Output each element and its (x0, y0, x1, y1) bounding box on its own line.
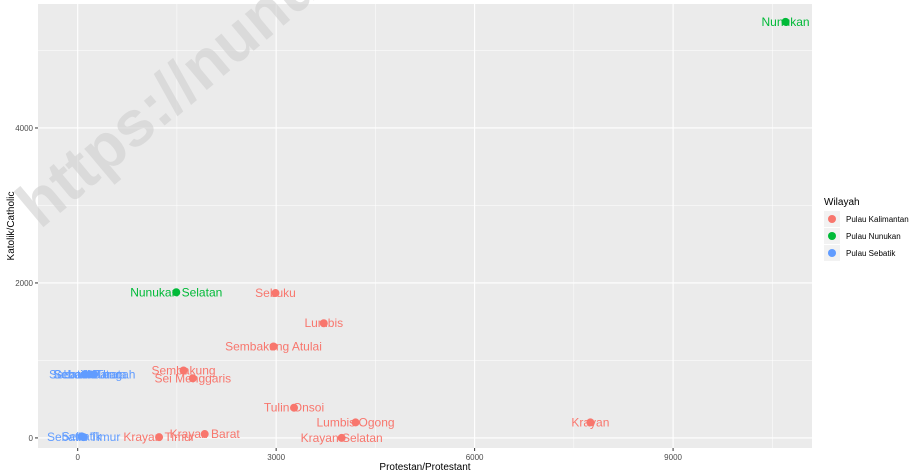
x-tick-label: 6000 (466, 453, 484, 462)
data-point (188, 374, 197, 383)
data-points (77, 17, 790, 442)
x-tick-label: 3000 (267, 453, 285, 462)
point-label: Lumbis Ogong (317, 415, 395, 429)
data-point (319, 319, 328, 328)
x-axis-ticks: 0 3000 6000 9000 (75, 448, 683, 462)
y-axis-ticks: 0 2000 4000 (15, 124, 38, 443)
data-point (200, 430, 209, 439)
data-point (337, 433, 346, 442)
y-tick-label: 2000 (15, 279, 33, 288)
point-label: Sebatik Tengah (53, 367, 136, 381)
data-point (155, 433, 164, 442)
data-point (351, 418, 360, 427)
legend-swatch (828, 215, 836, 223)
point-label: Krayan (571, 415, 609, 429)
x-axis-label: Protestan/Protestant (379, 462, 470, 473)
data-point (179, 366, 188, 375)
point-label: Krayan Timur (123, 430, 194, 444)
y-tick-label: 0 (29, 434, 34, 443)
y-tick-label: 4000 (15, 124, 33, 133)
data-point (269, 342, 278, 351)
data-point (586, 418, 595, 427)
x-tick-label: 9000 (664, 453, 682, 462)
point-label: Sebatik (62, 429, 103, 443)
y-axis-label: Katolik/Catholic (6, 192, 17, 261)
point-label: Nunukan Selatan (130, 285, 222, 299)
legend-swatch (828, 232, 836, 240)
legend-swatch (828, 249, 836, 257)
data-point (86, 370, 95, 379)
point-label: Sei Menggaris (154, 371, 231, 385)
legend-label: Pulau Nunukan (846, 232, 901, 241)
data-point (290, 403, 299, 412)
x-tick-label: 0 (75, 453, 80, 462)
data-point (79, 433, 88, 442)
point-label: Sembakung Atulai (225, 339, 322, 353)
point-label: Krayan Selatan (301, 431, 383, 445)
point-label: Krayan Barat (170, 427, 241, 441)
point-label: Nunukan (762, 15, 810, 29)
legend-title: Wilayah (824, 197, 860, 208)
point-label: Sebatik Barat (49, 367, 122, 381)
point-label: Sembakung (152, 364, 216, 378)
legend: Wilayah Pulau Kalimantan Pulau Nunukan Pul… (824, 197, 909, 261)
point-label: Lumbis (304, 316, 343, 330)
major-gridlines (38, 4, 812, 448)
legend-label: Pulau Sebatik (846, 249, 896, 258)
point-label: Sebuku (255, 286, 296, 300)
data-point (271, 289, 280, 298)
data-point (781, 17, 790, 26)
legend-label: Pulau Kalimantan (846, 215, 909, 224)
point-labels: Sebuku Lumbis Sembakung Atulai SembakungSei… (47, 15, 810, 445)
point-label: Sebatik Utara (54, 367, 127, 381)
data-point (172, 288, 181, 297)
plot-panel (38, 4, 812, 448)
point-label: Sebatik Timur (47, 430, 120, 444)
minor-gridlines (38, 4, 812, 448)
point-label: Tulin Onsoi (264, 401, 324, 415)
